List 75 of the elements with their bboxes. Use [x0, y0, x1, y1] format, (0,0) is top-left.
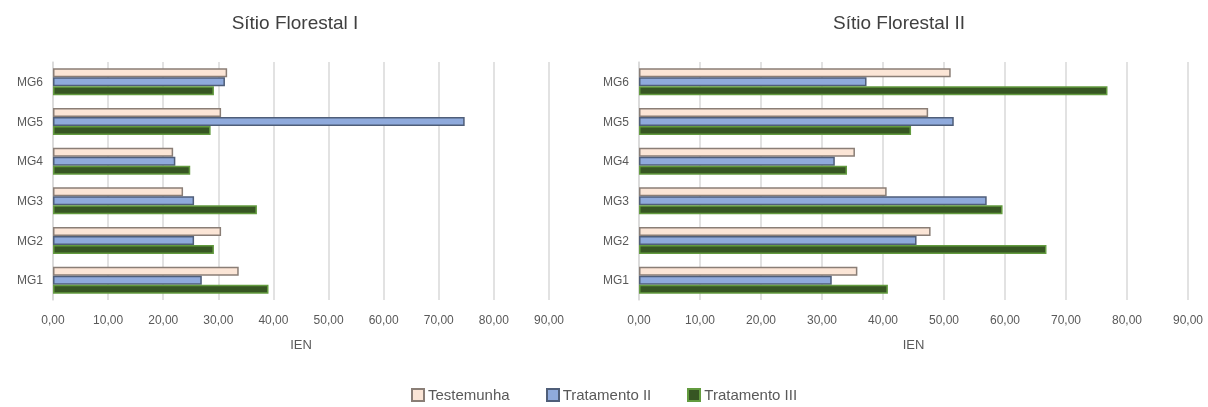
bar: [53, 205, 257, 215]
bar: [639, 284, 888, 294]
bar: [639, 227, 931, 236]
bar: [639, 236, 917, 245]
x-tick-label: 90,00: [1172, 313, 1204, 327]
bar: [53, 86, 214, 96]
bar: [639, 275, 832, 285]
x-axis-title: IEN: [290, 337, 312, 352]
y-tick-label: MG2: [602, 233, 630, 248]
bar: [639, 77, 867, 87]
bar: [639, 108, 929, 117]
x-axis-title: IEN: [902, 337, 925, 352]
y-tick-label: MG4: [16, 154, 44, 169]
legend-label: Tratamento II: [562, 386, 652, 403]
x-tick-label: 20,00: [745, 313, 777, 327]
x-tick-label: 40,00: [258, 313, 289, 327]
x-tick-label: 10,00: [684, 313, 716, 327]
bar: [53, 275, 202, 285]
y-tick-label: MG2: [16, 233, 44, 248]
bar: [53, 236, 195, 245]
chart-title: Sítio Florestal II: [833, 12, 965, 33]
bar: [53, 196, 195, 206]
x-tick-label: 0,00: [41, 313, 65, 327]
x-tick-label: 70,00: [1050, 313, 1082, 327]
y-tick-label: MG3: [16, 193, 44, 208]
x-tick-label: 70,00: [423, 313, 455, 327]
bar: [639, 196, 987, 206]
x-tick-label: 80,00: [478, 313, 510, 327]
bar: [53, 165, 191, 175]
chart-title: Sítio Florestal I: [231, 12, 359, 33]
y-tick-label: MG5: [16, 114, 44, 129]
y-tick-label: MG6: [602, 74, 630, 89]
bar: [53, 187, 184, 197]
legend-label: Tratamento III: [704, 386, 798, 403]
bar: [53, 68, 228, 78]
bar: [53, 77, 225, 87]
bar: [639, 117, 954, 126]
x-tick-label: 0,00: [627, 313, 651, 327]
bar: [639, 126, 912, 135]
bar: [53, 156, 176, 166]
bar: [53, 284, 269, 294]
x-tick-label: 30,00: [203, 313, 234, 327]
x-tick-label: 50,00: [928, 313, 960, 327]
bar: [639, 147, 855, 157]
bar: [639, 165, 848, 175]
y-tick-label: MG4: [602, 154, 630, 169]
x-tick-label: 60,00: [368, 313, 400, 327]
bar: [639, 187, 887, 197]
bar: [639, 86, 1108, 96]
bar: [53, 245, 214, 254]
y-tick-label: MG1: [16, 273, 44, 288]
x-tick-label: 60,00: [989, 313, 1021, 327]
x-tick-label: 50,00: [313, 313, 344, 327]
bar: [639, 156, 835, 166]
x-tick-label: 30,00: [806, 313, 838, 327]
x-tick-label: 80,00: [1111, 313, 1143, 327]
bar: [53, 266, 239, 276]
y-tick-label: MG6: [16, 74, 44, 89]
y-tick-label: MG5: [602, 114, 630, 129]
bar: [53, 147, 174, 157]
bar: [53, 117, 465, 126]
bar: [639, 245, 1047, 254]
x-tick-label: 40,00: [867, 313, 899, 327]
x-tick-label: 90,00: [533, 313, 565, 327]
x-tick-label: 20,00: [148, 313, 179, 327]
x-tick-label: 10,00: [93, 313, 124, 327]
bar: [53, 227, 222, 236]
bar: [53, 126, 211, 135]
bar: [639, 68, 951, 78]
bar: [639, 205, 1003, 215]
legend-label: Testemunha: [427, 386, 510, 403]
y-tick-label: MG1: [602, 273, 630, 288]
y-tick-label: MG3: [602, 193, 630, 208]
bar: [53, 108, 222, 117]
bar: [639, 266, 858, 276]
